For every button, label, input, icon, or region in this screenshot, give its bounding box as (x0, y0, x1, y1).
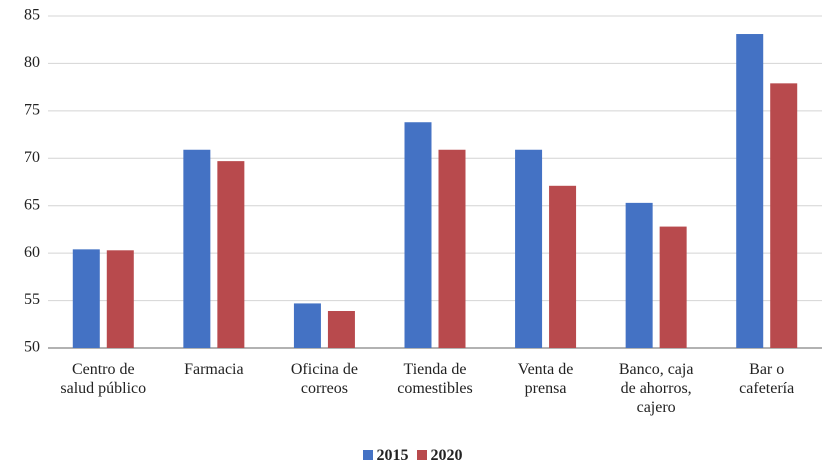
x-tick-label: Banco, caja de ahorros, cajero (618, 361, 694, 416)
y-tick-label: 80 (24, 54, 40, 71)
y-tick-label: 85 (24, 7, 40, 24)
legend: 2015 2020 (0, 447, 825, 465)
bar (659, 226, 687, 348)
bar (736, 34, 764, 348)
y-tick-label: 55 (24, 291, 40, 308)
bar (183, 149, 211, 348)
x-tick-label: Centro de salud público (60, 361, 147, 397)
legend-item: 2015 (362, 447, 409, 465)
bar (72, 249, 100, 348)
y-tick-label: 60 (24, 244, 40, 261)
y-tick-label: 65 (24, 196, 40, 213)
y-tick-label: 50 (24, 339, 40, 356)
y-tick-label: 75 (24, 102, 40, 119)
bar (106, 250, 134, 348)
bar (438, 149, 466, 348)
x-tick-label: Oficina de correos (290, 361, 358, 397)
bar (625, 202, 653, 348)
legend-item: 2020 (416, 447, 463, 465)
bar (770, 83, 798, 348)
x-tick-label: Bar o cafetería (739, 361, 795, 397)
y-tick-label: 70 (24, 149, 40, 166)
legend-swatch (416, 450, 427, 460)
legend-label: 2015 (376, 447, 409, 464)
x-tick-label: Farmacia (184, 361, 244, 378)
legend-swatch (362, 450, 373, 460)
bar (293, 303, 321, 348)
bar (327, 311, 355, 348)
bar (515, 149, 543, 348)
x-tick-label: Tienda de comestibles (397, 361, 473, 397)
bar (217, 161, 245, 348)
legend-label: 2020 (430, 447, 463, 464)
bar (404, 122, 432, 349)
x-tick-label: Venta de prensa (517, 361, 574, 397)
bar (549, 185, 577, 348)
